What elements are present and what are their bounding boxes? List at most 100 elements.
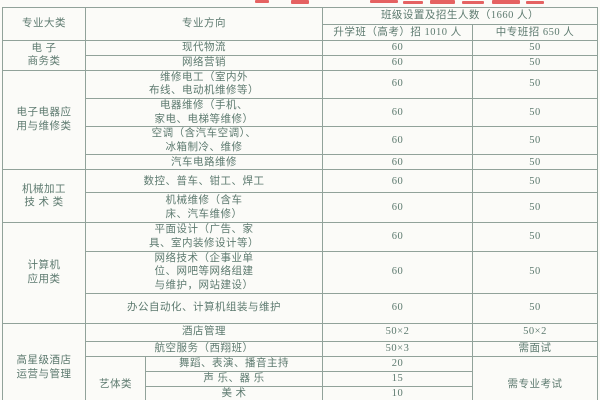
table-row: 电子电器应 用与维修类 维修电工（室内外 布线、电动机维修等） 60 50 (2, 69, 598, 171)
cell-gaokao-count: 60 (322, 40, 473, 56)
direction-label: 具、室内装修设计等） (149, 238, 259, 250)
cell-zhongzhuan-count: 50 (472, 250, 598, 294)
category-label: 商务类 (27, 56, 61, 68)
red-text-fragment (430, 0, 455, 4)
cell-direction: 数控、普车、钳工、焊工 (85, 169, 323, 194)
cell-zhongzhuan-count: 50×2 (472, 322, 598, 342)
table-row: 办公自动化、计算机组装与维护 60 50 (3, 292, 598, 324)
direction-label: 现代物流 (182, 42, 226, 54)
cell-gaokao-count: 60 (322, 169, 473, 194)
red-text-fragment (291, 0, 309, 4)
cell-zhongzhuan-count: 50 (472, 69, 598, 99)
direction-label: 酒店管理 (182, 326, 226, 338)
art-group-cell: 艺体类 (85, 355, 146, 400)
red-text-fragment (462, 1, 484, 4)
cell-zhongzhuan-count: 50 (472, 192, 598, 224)
direction-label: 舞蹈、表演、播音主持 (179, 357, 289, 369)
cell-direction: 航空服务（西翔班） (85, 340, 323, 357)
direction-label: 平面设计（广告、家 (154, 224, 254, 236)
category-cell: 计算机 应用类 (2, 222, 86, 324)
direction-label: 汽车电路维修 (171, 156, 237, 168)
direction-label: 电器维修（手机、 (160, 99, 248, 111)
table-row: 艺体类 舞蹈、表演、播音主持 20 需专业考试 (3, 355, 598, 400)
cell-zhongzhuan-count: 50 (472, 154, 598, 171)
red-text-fragment (403, 1, 423, 4)
table-row: 网络技术（企事业单 位、网吧等网络组建 与维护，网站建设） 60 50 (3, 250, 598, 294)
cell-direction: 现代物流 (85, 40, 323, 56)
header-zhongzhuan-class: 中专班招 650 人 (472, 24, 598, 41)
direction-label: 办公自动化、计算机组装与维护 (127, 302, 281, 314)
direction-label: 网络营销 (182, 57, 226, 68)
cell-zhongzhuan-count: 50 (472, 126, 598, 156)
cell-gaokao-count: 20 (322, 355, 473, 372)
direction-label: 网络技术（企事业单 (154, 252, 254, 264)
direction-label: 声 乐、器 乐 (203, 372, 265, 384)
cell-gaokao-count: 10 (322, 385, 473, 400)
direction-label: 床、汽车维修） (165, 208, 243, 220)
header-direction: 专业方向 (85, 7, 323, 41)
cell-zhongzhuan-count: 50 (472, 40, 598, 56)
cell-gaokao-count: 60 (322, 222, 473, 252)
category-label: 计算机 (27, 260, 61, 272)
table-row: 电器维修（手机、 家电、电梯等维修） 60 50 (3, 97, 598, 128)
table-row: 计算机 应用类 平面设计（广告、家 具、室内装修设计等） 60 50 (2, 222, 598, 324)
cell-gaokao-count: 50×3 (322, 340, 473, 357)
header-category: 专业大类 (2, 7, 86, 41)
direction-label: 位、网吧等网络组建 (154, 266, 254, 278)
cell-direction: 美 术 (145, 385, 323, 400)
cell-zhongzhuan-count: 50 (472, 222, 598, 252)
cell-direction: 酒店管理 (85, 322, 323, 342)
red-text-fragment (526, 1, 544, 4)
red-text-fragment (492, 0, 520, 4)
cell-gaokao-count: 60 (322, 250, 473, 294)
category-label: 电子电器应 (16, 107, 72, 119)
direction-label: 航空服务（西翔班） (154, 342, 254, 354)
category-label: 运营与管理 (16, 369, 72, 381)
table-row: 声 乐、器 乐 15 (3, 370, 598, 387)
cell-direction: 平面设计（广告、家 具、室内装修设计等） (85, 222, 323, 252)
table-row: 美 术 10 (3, 385, 598, 400)
cell-direction: 网络营销 (85, 55, 323, 71)
direction-label: 家电、电梯等维修） (154, 113, 254, 125)
table-row: 空调（含汽车空调）、 冰箱制冷、维修 60 50 (3, 126, 598, 156)
cell-zhongzhuan-count: 50 (472, 55, 598, 71)
direction-label: 数控、普车、钳工、焊工 (143, 175, 265, 187)
cell-gaokao-count: 60 (322, 55, 473, 71)
cell-direction: 网络技术（企事业单 位、网吧等网络组建 与维护，网站建设） (85, 250, 323, 294)
cell-direction: 空调（含汽车空调）、 冰箱制冷、维修 (85, 126, 323, 156)
cell-gaokao-count: 60 (322, 192, 473, 224)
cell-direction: 办公自动化、计算机组装与维护 (85, 292, 323, 324)
direction-label: 冰箱制冷、维修 (165, 141, 243, 153)
cell-direction: 机械维修（含车 床、汽车维修） (85, 192, 323, 224)
category-label: 技 术 类 (24, 197, 64, 209)
category-cell: 机械加工 技 术 类 (2, 169, 86, 224)
table-row: 高星级酒店 运营与管理 酒店管理 50×2 50×2 (2, 322, 598, 400)
category-label: 电 子 (31, 42, 57, 54)
category-label: 高星级酒店 (16, 355, 72, 367)
category-cell: 电 子 商务类 (2, 40, 86, 71)
exam-note-cell: 需专业考试 (472, 355, 598, 400)
direction-label: 空调（含汽车空调）、 (151, 128, 257, 140)
cell-gaokao-count: 60 (322, 292, 473, 324)
direction-label: 维修电工（室内外 (160, 71, 248, 83)
cell-interview-note: 需面试 (472, 340, 598, 357)
header-gaokao-class: 升学班（高考）招 1010 人 (322, 24, 473, 41)
red-text-fragment (255, 0, 269, 3)
header-classes-total: 班级设置及招生人数（1660 人） (322, 7, 598, 25)
cell-direction: 声 乐、器 乐 (145, 370, 323, 387)
category-label: 用与维修类 (16, 121, 72, 133)
cell-zhongzhuan-count: 50 (472, 97, 598, 128)
cell-zhongzhuan-count: 50 (472, 169, 598, 194)
category-label: 机械加工 (22, 183, 66, 195)
table-row: 航空服务（西翔班） 50×3 需面试 (3, 340, 598, 357)
cell-gaokao-count: 15 (322, 370, 473, 387)
direction-label: 与维护，网站建设） (154, 280, 254, 292)
table-row: 汽车电路维修 60 50 (3, 154, 598, 171)
cell-direction: 舞蹈、表演、播音主持 (145, 355, 323, 372)
category-cell: 电子电器应 用与维修类 (2, 69, 86, 171)
category-cell: 高星级酒店 运营与管理 (2, 322, 86, 400)
table-row: 网络营销 60 50 (3, 55, 598, 71)
cell-gaokao-count: 50×2 (322, 322, 473, 342)
cell-gaokao-count: 60 (322, 69, 473, 99)
